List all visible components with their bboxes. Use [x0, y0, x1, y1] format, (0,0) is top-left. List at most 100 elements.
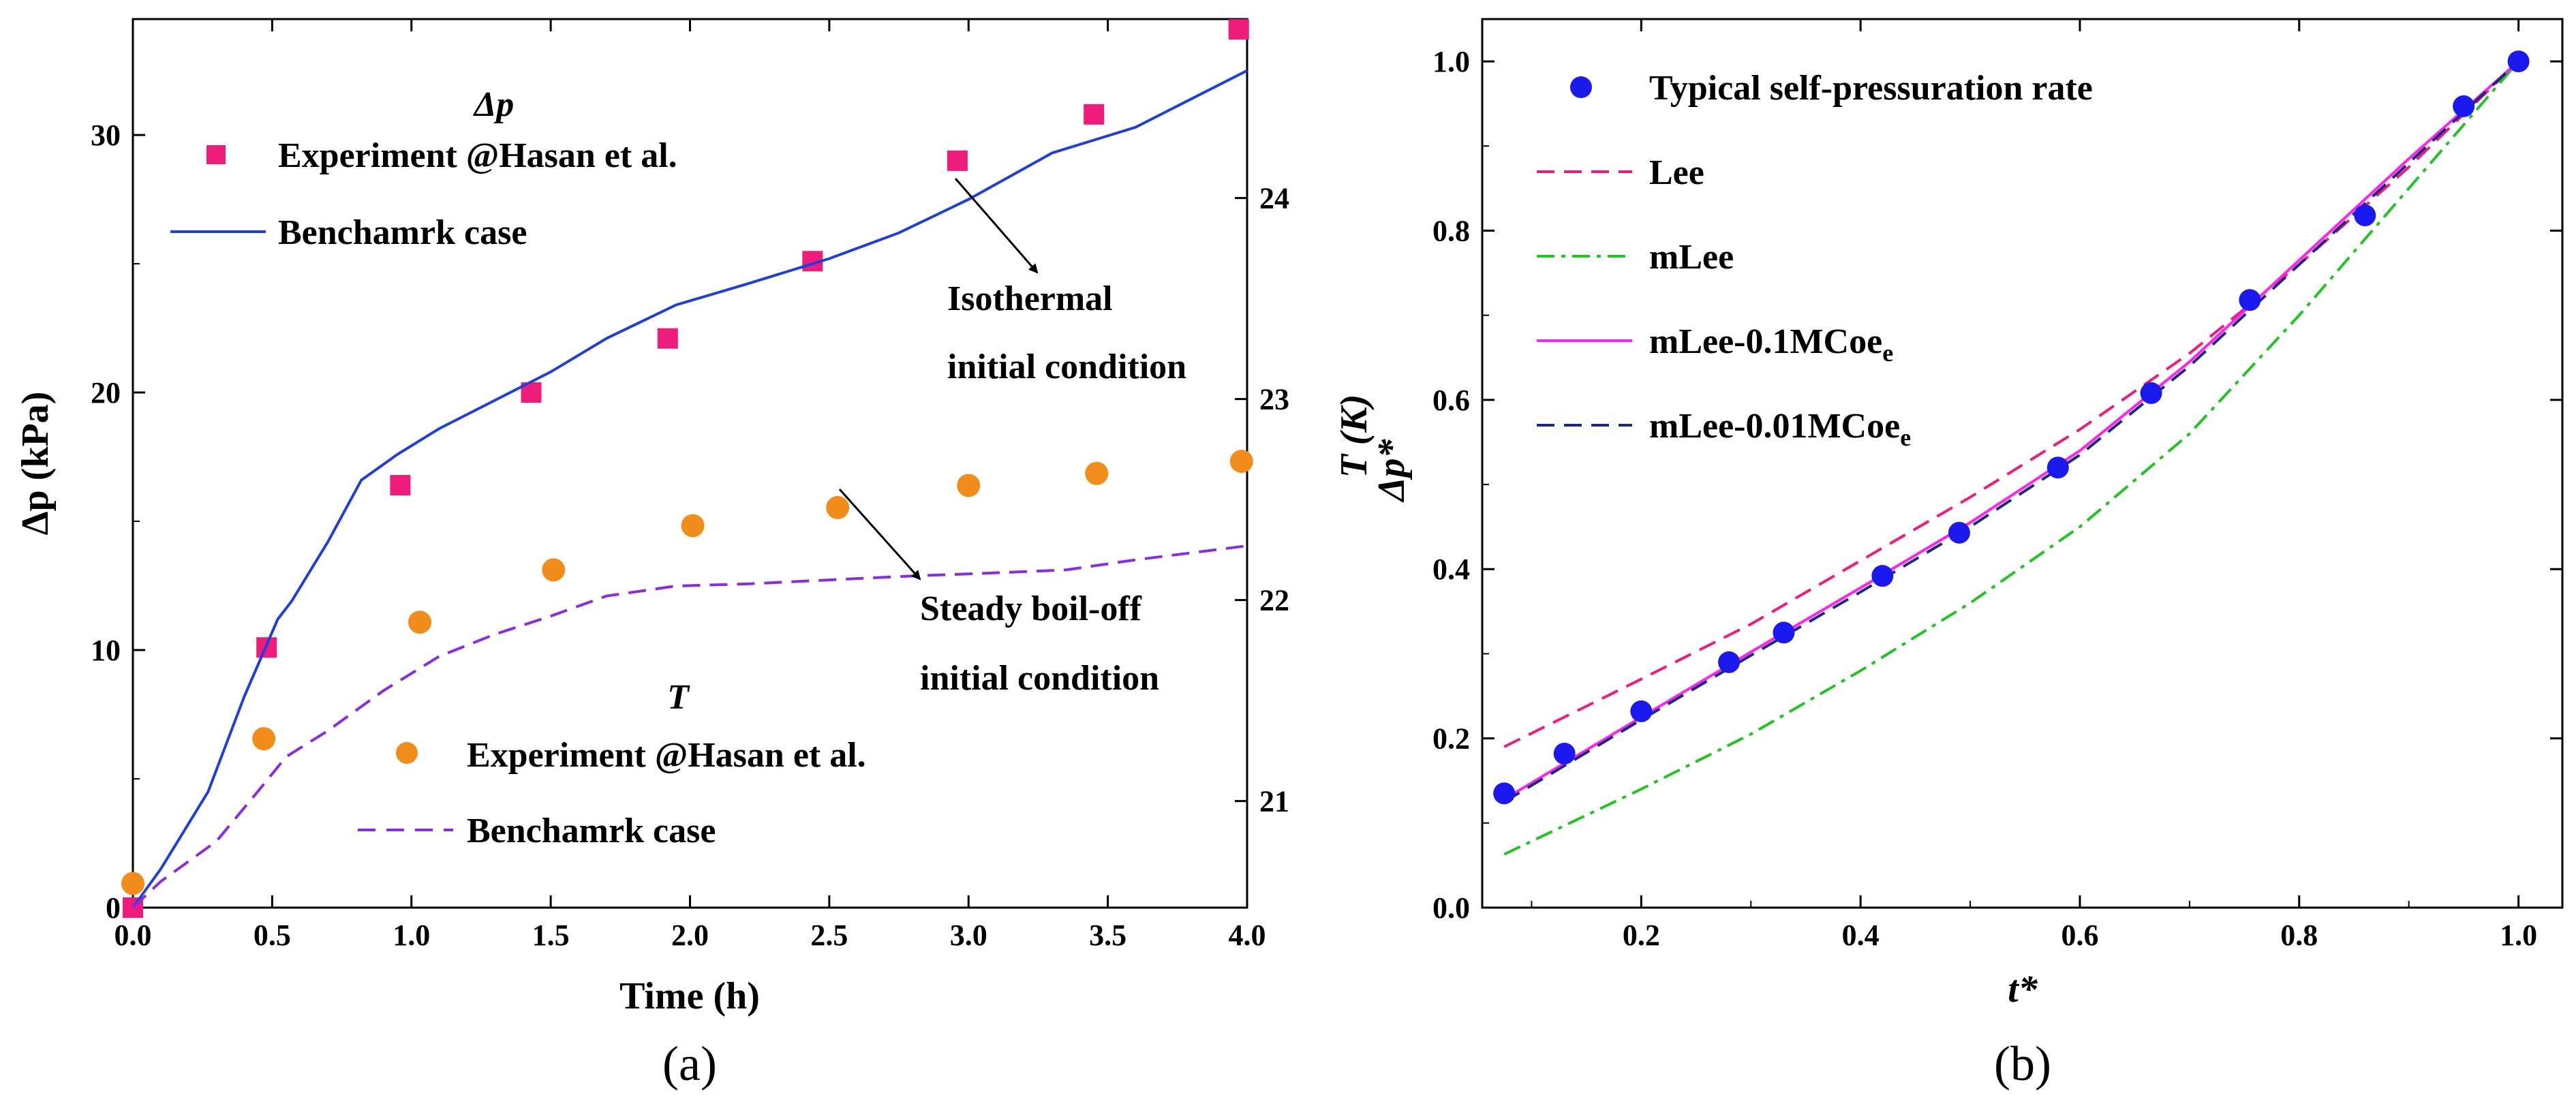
annotation-isothermal-line1: Isothermal	[947, 279, 1113, 318]
legend-marker-square	[206, 145, 226, 164]
legend-b-label-mlee-01: mLee-0.1MCoee	[1649, 322, 1893, 367]
panel-a-x-tick-label: 0.0	[114, 919, 152, 952]
panel-a-line-3	[132, 544, 1248, 909]
panel-b-x-tick-label: 0.8	[2280, 919, 2318, 952]
panel-a-point-circle	[681, 514, 705, 538]
panel-a: 0.0 0.5 1.0 1.5 2.0 2.5 3.0 3.5 4.0 0 10 20 30 21 22 23…	[14, 18, 1375, 1091]
panel-b-point-circle	[2453, 95, 2475, 117]
panel-b-x-tick-label: 0.6	[2061, 919, 2098, 952]
panel-a-point-circle	[121, 872, 144, 895]
legend-b-marker-self-pressuration	[1570, 76, 1592, 98]
panel-b-series-3	[1503, 60, 2519, 801]
legend-label-benchmark-t: Benchamrk case	[467, 812, 716, 850]
panel-a-y2-tick-label: 24	[1259, 182, 1289, 215]
annotation-steady-line1: Steady boil-off	[920, 589, 1142, 628]
legend-heading-dp: Δp	[473, 85, 515, 124]
panel-a-x-tick-label: 3.5	[1089, 919, 1126, 952]
panel-a-x-tick-label: 1.0	[393, 919, 430, 952]
panel-a-point-square	[657, 328, 678, 349]
panel-b-x-axis-label: t*	[2008, 968, 2038, 1011]
panel-a-point-circle	[1229, 450, 1253, 474]
panel-a-series	[121, 19, 1253, 918]
panel-b-x-tick-label: 0.4	[1842, 919, 1880, 952]
panel-b-ticks	[1482, 19, 2562, 909]
panel-a-legend: Δp Experiment @Hasan et al. Benchamrk ca…	[170, 85, 866, 850]
panel-b-point-circle	[2239, 289, 2261, 311]
panel-a-x-axis-label: Time (h)	[619, 975, 760, 1017]
panel-a-y-axis-label: Δp (kPa)	[14, 392, 57, 536]
panel-a-y-tick-label: 20	[91, 376, 121, 410]
panel-b-point-circle	[1871, 565, 1894, 587]
panel-b-legend: Typical self-pressuration rate Lee mLee …	[1537, 69, 2093, 451]
panel-b-x-tick-label: 1.0	[2500, 919, 2537, 952]
panel-a-x-tick-label: 3.0	[950, 919, 987, 952]
panel-b-y-axis-label: Δp*	[1370, 438, 1413, 502]
panel-a-x-tick-label: 2.5	[810, 919, 848, 952]
panel-a-point-circle	[1085, 461, 1109, 485]
annotation-isothermal-line2: initial condition	[947, 348, 1186, 386]
panel-b-line-3	[1503, 60, 2519, 801]
panel-a-line-1	[132, 69, 1248, 909]
panel-a-caption: (a)	[662, 1036, 717, 1091]
panel-b-point-circle	[2507, 50, 2530, 73]
panel-a-x-tick-label: 4.0	[1229, 919, 1266, 952]
panel-b-point-circle	[2140, 382, 2162, 404]
panel-b-y-tick-label: 0.4	[1432, 553, 1470, 586]
panel-a-ticks	[132, 19, 1248, 909]
panel-a-point-circle	[542, 558, 566, 582]
panel-a-y2-tick-label: 21	[1259, 785, 1289, 818]
legend-b-label-mlee-01-main: mLee-0.1MCoe	[1649, 322, 1882, 361]
panel-a-y-tick-label: 10	[91, 634, 121, 667]
panel-a-x-tick-label: 2.0	[671, 919, 709, 952]
panel-b-y-tick-label: 0.6	[1432, 384, 1470, 417]
legend-b-label-mlee-001-sub: e	[1900, 424, 1911, 451]
panel-a-point-circle	[408, 611, 432, 634]
panel-b-series-2	[1503, 60, 2520, 856]
panel-b-series-0	[1493, 50, 2530, 805]
panel-b-tick-labels: 0.2 0.4 0.6 0.8 1.0 0.0 0.2 0.4 0.6 0.8 1.0	[1432, 45, 2537, 952]
panel-b-point-circle	[2046, 457, 2069, 479]
panel-a-y-tick-label: 0	[106, 891, 121, 925]
legend-marker-circle	[396, 742, 418, 764]
panel-a-point-circle	[252, 727, 276, 751]
panel-a-y2-tick-label: 22	[1259, 584, 1289, 617]
panel-a-point-circle	[826, 495, 850, 519]
legend-b-label-mlee-001: mLee-0.01MCoee	[1649, 407, 1911, 451]
panel-a-series-2	[121, 450, 1253, 895]
panel-a-tick-labels: 0.0 0.5 1.0 1.5 2.0 2.5 3.0 3.5 4.0 0 10 20 30 21 22 23…	[91, 119, 1289, 952]
panel-b-plot-frame	[1481, 18, 2564, 909]
panel-b-caption: (b)	[1994, 1036, 2051, 1091]
legend-label-experiment-dp: Experiment @Hasan et al.	[278, 136, 677, 175]
panel-b-line-4	[1503, 60, 2519, 803]
panel-a-point-square	[1084, 104, 1105, 125]
panel-a-point-square	[947, 150, 968, 171]
panel-a-series-1	[132, 69, 1248, 909]
legend-heading-t: T	[667, 678, 690, 717]
panel-b: 0.2 0.4 0.6 0.8 1.0 0.0 0.2 0.4 0.6 0.8 1.0 t* Δp*…	[1370, 18, 2564, 1091]
panel-a-y2-tick-label: 23	[1259, 383, 1289, 416]
panel-b-x-tick-label: 0.2	[1623, 919, 1660, 952]
panel-b-point-circle	[1493, 782, 1516, 805]
panel-a-x-tick-label: 1.5	[532, 919, 570, 952]
panel-b-series-4	[1503, 60, 2519, 803]
panel-a-series-0	[123, 19, 1249, 918]
panel-b-y-tick-label: 0.0	[1432, 891, 1470, 925]
legend-b-label-mlee-001-main: mLee-0.01MCoe	[1649, 407, 1900, 446]
panel-a-y2-axis-label: T (K)	[1333, 395, 1375, 478]
panel-a-annotations: Isothermal initial condition Steady boil…	[838, 178, 1186, 698]
panel-b-y-tick-label: 0.8	[1432, 214, 1470, 247]
panel-b-point-circle	[1630, 700, 1653, 722]
panel-b-point-circle	[1948, 521, 1970, 544]
panel-b-series	[1493, 50, 2530, 856]
panel-b-point-circle	[1553, 742, 1576, 765]
panel-a-y-tick-label: 30	[91, 119, 121, 152]
panel-a-series-3	[132, 544, 1248, 909]
annotation-arrow-isothermal	[954, 178, 1039, 274]
panel-a-point-circle	[957, 474, 981, 497]
panel-b-y-tick-label: 0.2	[1432, 722, 1470, 756]
panel-a-x-tick-label: 0.5	[254, 919, 291, 952]
panel-a-point-square	[390, 475, 411, 496]
legend-b-label-mlee-01-sub: e	[1882, 339, 1893, 367]
legend-b-label-self-pressuration: Typical self-pressuration rate	[1649, 69, 2093, 108]
